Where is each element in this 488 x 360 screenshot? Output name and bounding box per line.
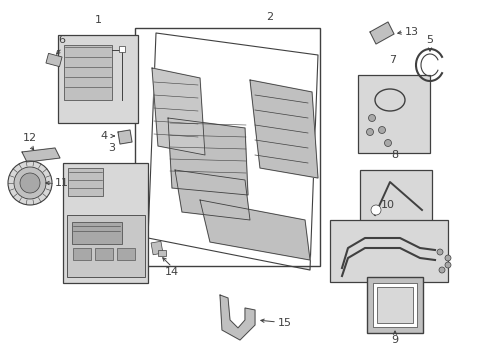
Text: 6: 6 [59,35,65,45]
Bar [72,222,122,244]
Text: 1: 1 [94,15,102,25]
Bar [135,28,319,266]
Circle shape [438,267,444,273]
Bar [366,277,422,333]
Polygon shape [168,118,247,195]
Text: 5: 5 [426,35,433,45]
Text: 8: 8 [390,150,398,160]
Bar [376,287,412,323]
Bar [357,75,429,153]
Bar [117,248,135,260]
Text: 15: 15 [278,318,291,328]
Polygon shape [118,130,132,144]
Polygon shape [249,80,317,178]
Bar [58,35,138,123]
Polygon shape [148,33,317,270]
Circle shape [370,205,380,215]
Bar [73,248,91,260]
Circle shape [444,255,450,261]
Text: 12: 12 [23,133,37,143]
Bar [372,283,416,327]
Bar [151,241,163,255]
Text: 13: 13 [404,27,418,37]
Bar [68,168,103,196]
Polygon shape [152,68,204,155]
Text: 7: 7 [388,55,396,65]
Bar [329,220,447,282]
Text: 4: 4 [101,131,108,141]
Bar [359,170,431,228]
Text: 14: 14 [164,267,179,277]
Bar [95,248,113,260]
Circle shape [8,161,52,205]
Circle shape [436,249,442,255]
Circle shape [366,129,373,135]
Text: 9: 9 [390,335,398,345]
Bar [63,163,148,283]
Bar [64,45,112,100]
Circle shape [444,262,450,268]
Polygon shape [369,22,393,44]
Circle shape [384,140,391,147]
Text: 10: 10 [380,200,394,210]
Circle shape [14,167,46,199]
Circle shape [368,114,375,122]
Text: 2: 2 [266,12,273,22]
Text: 11: 11 [55,178,69,188]
Circle shape [378,126,385,134]
Polygon shape [200,200,309,260]
Polygon shape [22,148,60,162]
Polygon shape [220,295,254,340]
Text: 3: 3 [108,143,115,153]
Bar [46,53,62,67]
Polygon shape [175,170,249,220]
Bar [158,250,165,256]
Bar [119,46,125,52]
Circle shape [20,173,40,193]
Bar [67,215,145,277]
